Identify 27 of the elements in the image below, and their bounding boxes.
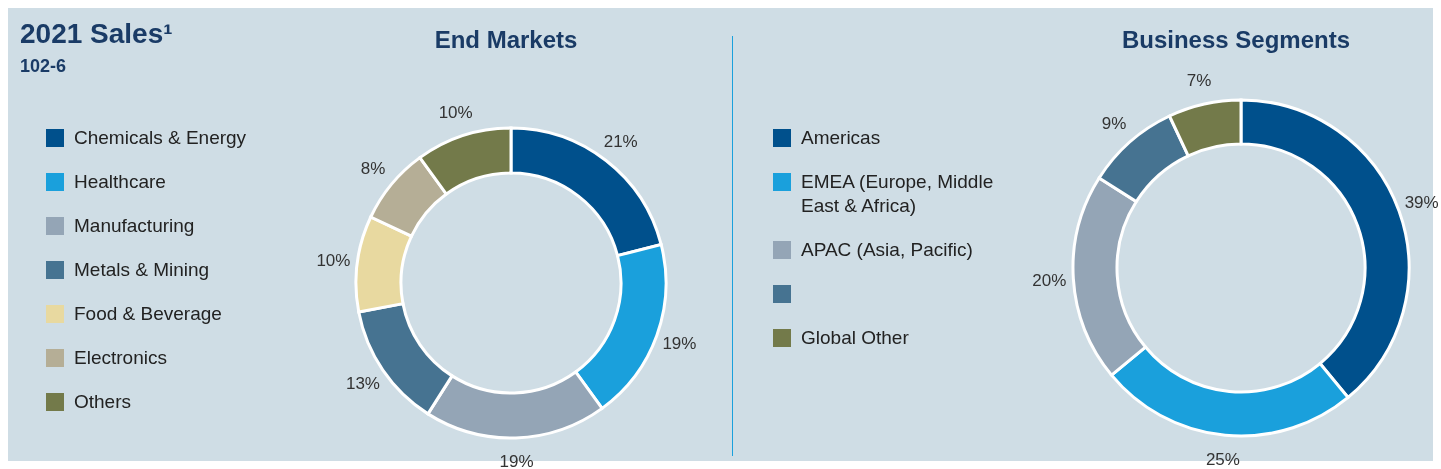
data-label: 39% [1404, 193, 1439, 213]
text: 102-6 [20, 56, 67, 77]
legend-label: Food & Beverage [74, 302, 222, 326]
legend-label: Chemicals & Energy [74, 126, 247, 150]
data-label: 10% [316, 251, 351, 271]
data-label: 7% [1186, 71, 1212, 91]
legend-label: APAC (Asia, Pacific) [801, 238, 973, 262]
legend-label: Metals & Mining [74, 258, 210, 282]
data-label: 21% [603, 132, 638, 152]
chart-title: End Markets [433, 26, 579, 54]
chart-title: Business Segments [1120, 26, 1352, 54]
data-label: 8% [360, 159, 386, 179]
legend-label: Electronics [74, 346, 167, 370]
data-label: 20% [1032, 270, 1067, 290]
data-label: 9% [1101, 114, 1127, 134]
legend-label: Americas [801, 126, 881, 150]
text: 2021 Sales¹ [20, 18, 173, 50]
data-label: 10% [438, 103, 473, 123]
legend-label: Others [74, 390, 132, 414]
data-label: 25% [1205, 449, 1240, 469]
legend-label: Healthcare [74, 170, 166, 194]
data-label: 19% [662, 334, 697, 354]
legend-label: EMEA (Europe, Middle East & Africa) [801, 170, 995, 218]
legend-label: Manufacturing [74, 214, 195, 238]
data-label: 13% [345, 374, 380, 394]
legend-label: Global Other [801, 326, 909, 350]
data-label: 19% [499, 452, 534, 469]
